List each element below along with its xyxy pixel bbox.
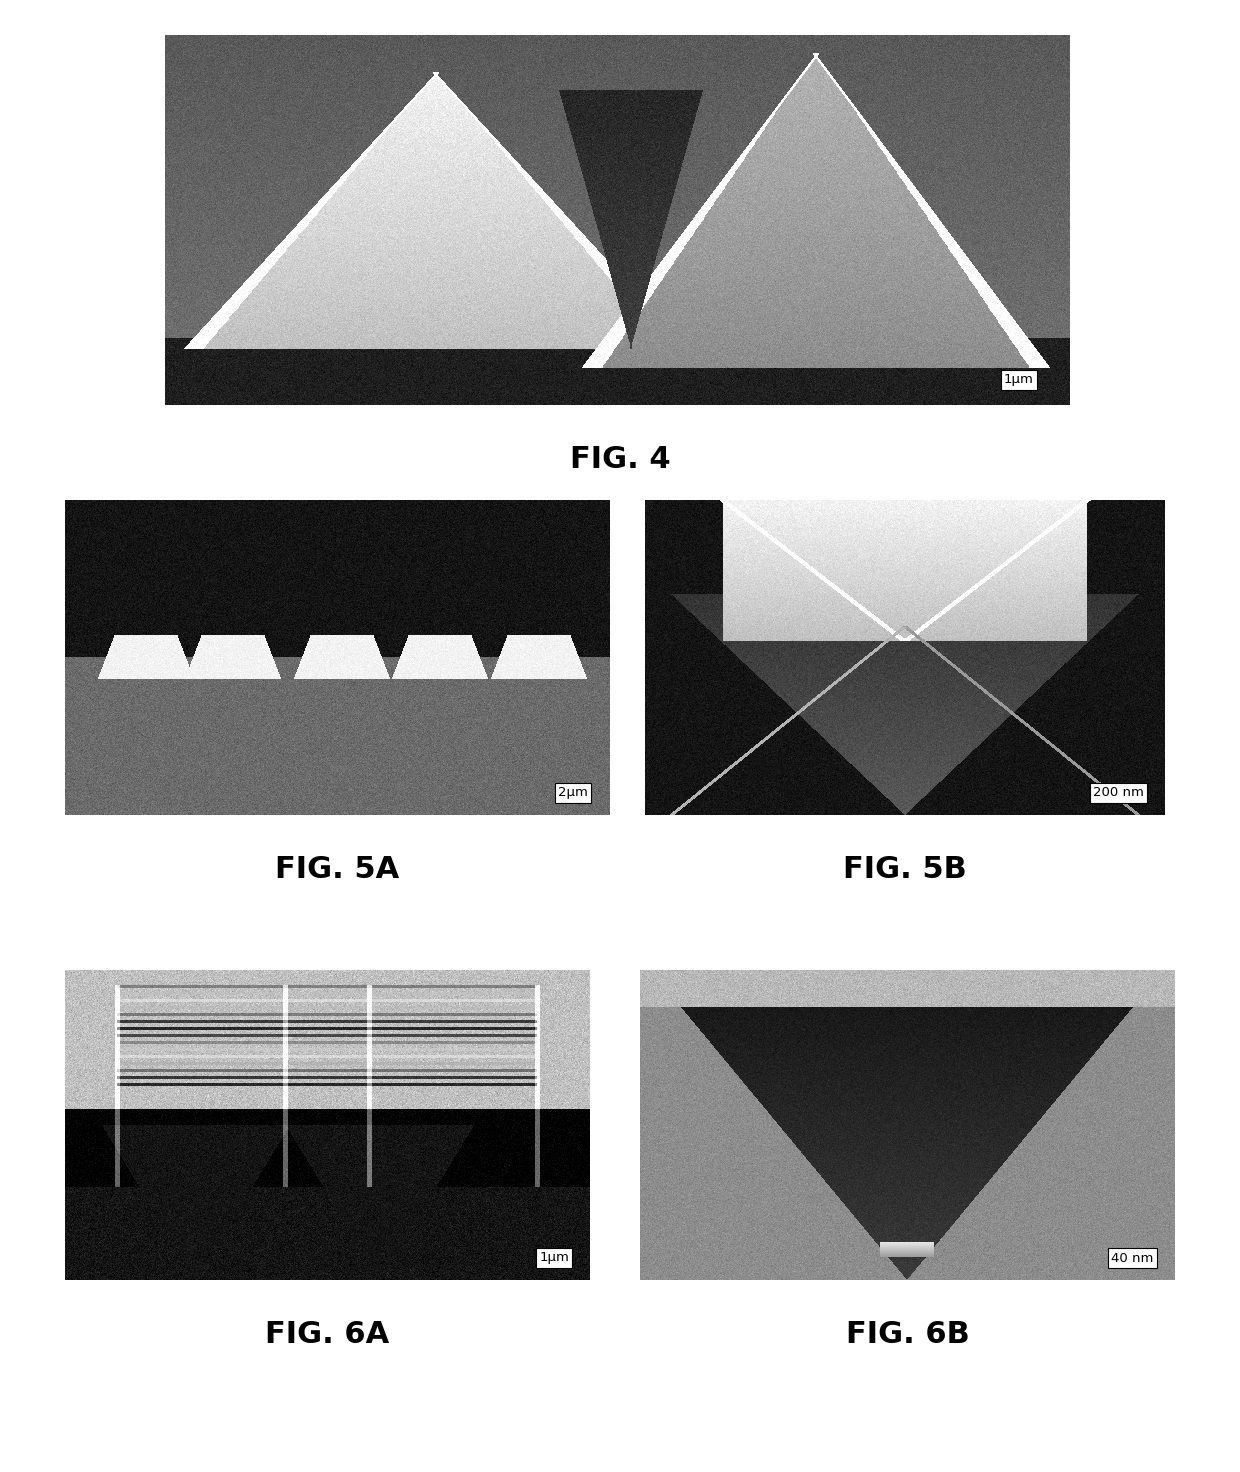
Text: 2μm: 2μm bbox=[558, 786, 588, 799]
Text: FIG. 4: FIG. 4 bbox=[569, 445, 671, 474]
Text: 1μm: 1μm bbox=[539, 1251, 569, 1264]
Text: FIG. 6A: FIG. 6A bbox=[265, 1320, 389, 1348]
Text: FIG. 5B: FIG. 5B bbox=[843, 855, 967, 885]
Text: 200 nm: 200 nm bbox=[1094, 786, 1145, 799]
Text: FIG. 5A: FIG. 5A bbox=[275, 855, 399, 885]
Text: 1μm: 1μm bbox=[1004, 374, 1034, 387]
Text: 40 nm: 40 nm bbox=[1111, 1251, 1153, 1264]
Text: FIG. 6B: FIG. 6B bbox=[846, 1320, 970, 1348]
